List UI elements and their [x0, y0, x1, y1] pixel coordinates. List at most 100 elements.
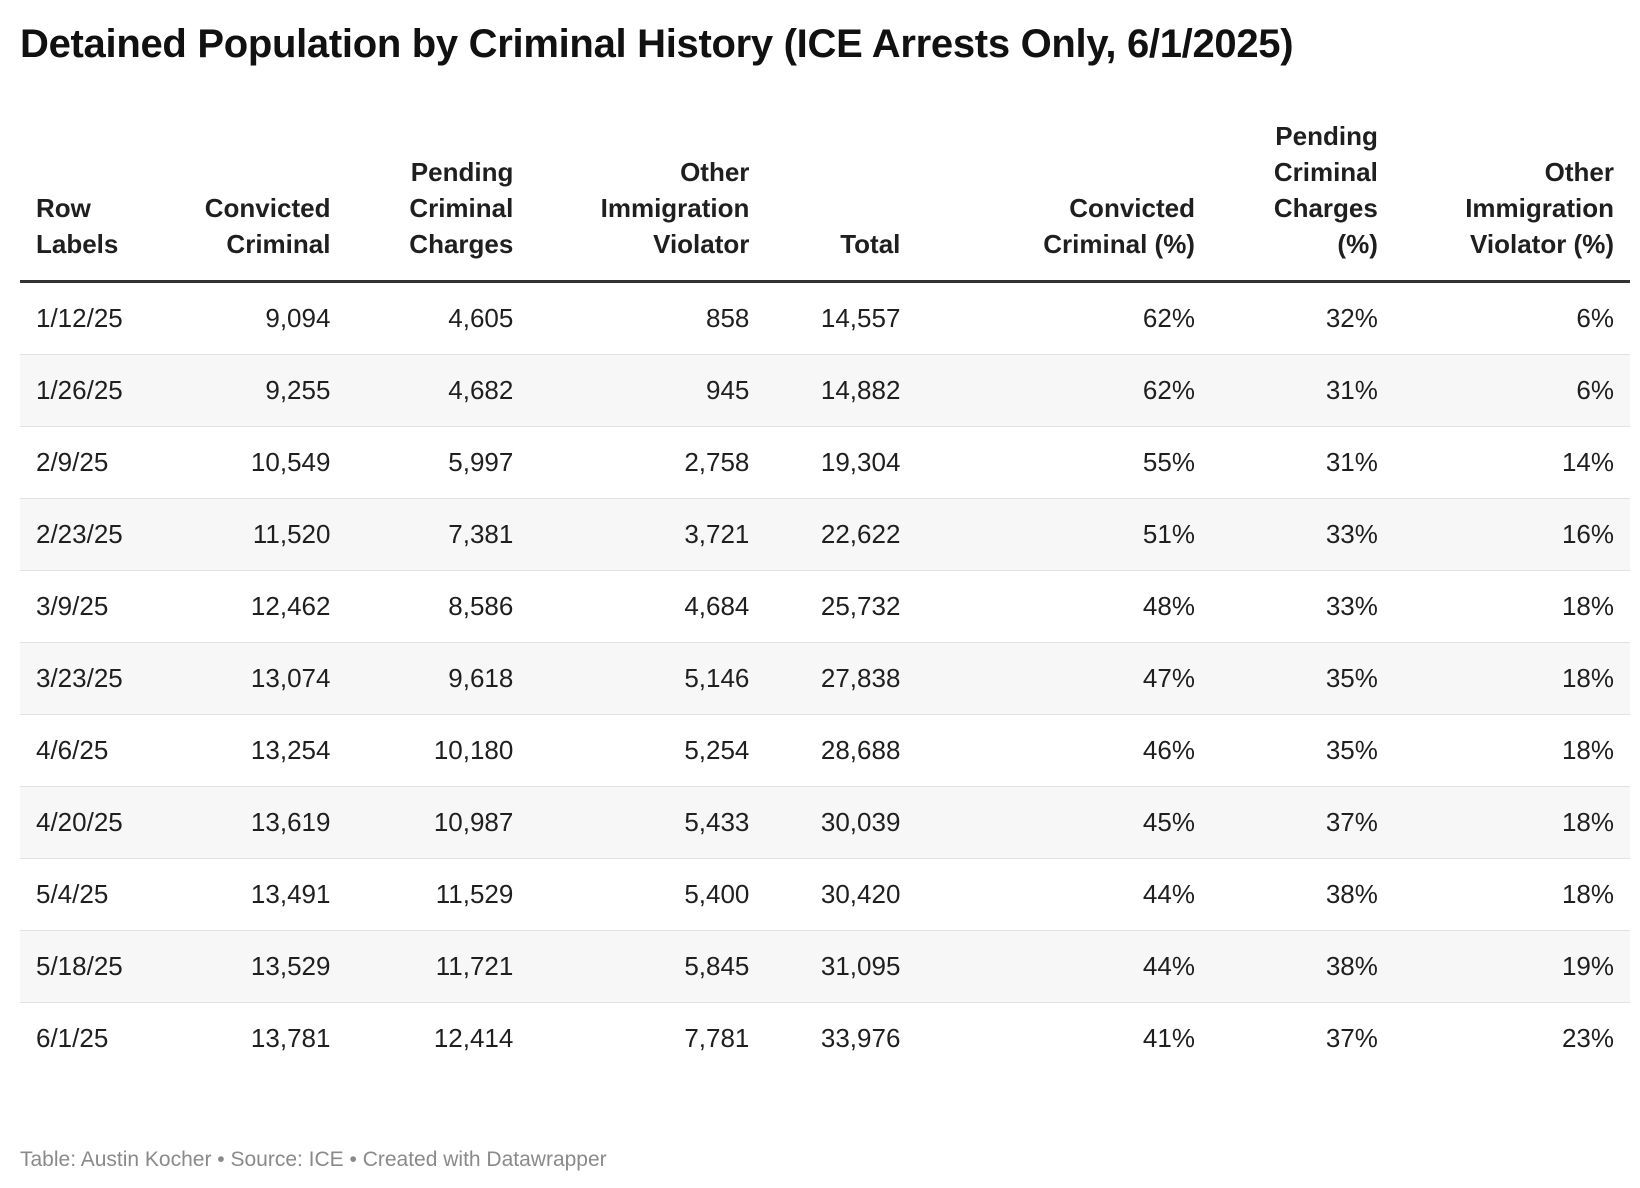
table-row: 2/23/25 11,520 7,381 3,721 22,622 51% 33% 16%: [20, 498, 1630, 571]
cell-convicted: 9,255: [168, 354, 347, 427]
cell-label: 1/12/25: [20, 281, 169, 355]
cell-pending-pct: 31%: [1210, 354, 1394, 427]
cell-convicted-pct: 41%: [1142, 1023, 1195, 1053]
cell-pending: 5,997: [346, 426, 530, 499]
column-header-line: Charges: [409, 229, 514, 259]
column-header-line: Labels: [36, 229, 119, 259]
column-header-line: Criminal: [226, 229, 331, 259]
cell-total: 28,688: [765, 714, 917, 787]
chart-title: Detained Population by Criminal History …: [20, 22, 1294, 66]
cell-other-pct: 6%: [1393, 354, 1630, 427]
cell-total: 30,039: [765, 786, 917, 859]
cell-pending-pct: 31%: [1210, 426, 1394, 499]
column-header-line: (%): [1337, 229, 1378, 259]
cell-pending-pct: 33%: [1210, 570, 1394, 643]
cell-label: 1/26/25: [20, 354, 169, 427]
column-header-convicted-pct: Convicted Criminal (%): [916, 118, 1211, 283]
cell-pending: 11,721: [346, 930, 530, 1003]
cell-other-pct: 23%: [1561, 1023, 1614, 1053]
cell-convicted-pct: 55%: [916, 426, 1211, 499]
cell-pending: 12,414: [433, 1023, 514, 1053]
cell-total: 30,420: [765, 858, 917, 931]
cell-other: 2,758: [529, 426, 766, 499]
column-header-convicted: Convicted Criminal: [168, 118, 347, 283]
cell-other-pct: 16%: [1393, 498, 1630, 571]
cell-pending: 11,529: [346, 858, 530, 931]
column-header-line: Pending: [410, 157, 514, 187]
cell-convicted-pct: 44%: [916, 858, 1211, 931]
cell-other-pct: 18%: [1393, 858, 1630, 931]
cell-pending-pct: 35%: [1210, 642, 1394, 715]
cell-pending-pct: 32%: [1210, 281, 1394, 355]
cell-pending: 10,987: [346, 786, 530, 859]
table-row: 1/26/25 9,255 4,682 945 14,882 62% 31% 6%: [20, 354, 1630, 427]
cell-total: 14,557: [765, 281, 917, 355]
cell-label: 5/18/25: [20, 930, 169, 1003]
table-row: 5/18/25 13,529 11,721 5,845 31,095 44% 38% 19%: [20, 930, 1630, 1003]
cell-total: 22,622: [765, 498, 917, 571]
cell-other-pct: 18%: [1393, 714, 1630, 787]
table-row: 4/6/25 13,254 10,180 5,254 28,688 46% 35% 18%: [20, 714, 1630, 787]
cell-pending: 7,381: [346, 498, 530, 571]
cell-convicted: 13,491: [168, 858, 347, 931]
column-header-line: Other: [1544, 157, 1614, 187]
cell-other: 5,433: [529, 786, 766, 859]
cell-pending-pct: 38%: [1210, 858, 1394, 931]
cell-total: 25,732: [765, 570, 917, 643]
cell-label: 2/9/25: [20, 426, 169, 499]
cell-label: 5/4/25: [20, 858, 169, 931]
column-header-line: Immigration: [600, 193, 750, 223]
cell-label: 6/1/25: [36, 1023, 109, 1053]
cell-convicted-pct: 45%: [916, 786, 1211, 859]
cell-convicted-pct: 44%: [916, 930, 1211, 1003]
table-row: 3/9/25 12,462 8,586 4,684 25,732 48% 33% 18%: [20, 570, 1630, 643]
column-header-other: Other Immigration Violator: [529, 118, 766, 283]
cell-total: 14,882: [765, 354, 917, 427]
cell-label: 4/6/25: [20, 714, 169, 787]
cell-pending-pct: 38%: [1210, 930, 1394, 1003]
cell-other: 858: [529, 281, 766, 355]
column-header-line: Charges: [1273, 193, 1378, 223]
table-row: 6/1/25 13,781 12,414 7,781 33,976 41% 37% 23%: [20, 1003, 1630, 1075]
footer-credit: Table: Austin Kocher • Source: ICE • Cre…: [20, 1148, 607, 1171]
cell-convicted: 12,462: [168, 570, 347, 643]
cell-other: 5,400: [529, 858, 766, 931]
cell-convicted: 13,619: [168, 786, 347, 859]
data-table: Row Labels Convicted Criminal Pending Crimina…: [20, 118, 1630, 1074]
cell-label: 4/20/25: [20, 786, 169, 859]
column-header-other-pct: Other Immigration Violator (%): [1393, 118, 1630, 283]
cell-other-pct: 19%: [1393, 930, 1630, 1003]
cell-pending: 4,605: [346, 281, 530, 355]
table-row: 2/9/25 10,549 5,997 2,758 19,304 55% 31% 14%: [20, 426, 1630, 499]
column-header-total: Total: [765, 118, 917, 283]
cell-other: 945: [529, 354, 766, 427]
column-header-label: Row Labels: [20, 118, 169, 283]
cell-total: 33,976: [820, 1023, 901, 1053]
cell-other: 5,254: [529, 714, 766, 787]
column-header-line: Row: [36, 193, 91, 223]
cell-pending: 8,586: [346, 570, 530, 643]
cell-other: 4,684: [529, 570, 766, 643]
cell-label: 3/23/25: [20, 642, 169, 715]
cell-convicted: 10,549: [168, 426, 347, 499]
column-header-line: Total: [840, 229, 901, 259]
cell-other-pct: 18%: [1393, 642, 1630, 715]
cell-pending: 10,180: [346, 714, 530, 787]
cell-other: 5,845: [529, 930, 766, 1003]
table-row: 3/23/25 13,074 9,618 5,146 27,838 47% 35% 18%: [20, 642, 1630, 715]
column-header-line: Pending: [1275, 121, 1378, 151]
cell-pending-pct: 33%: [1210, 498, 1394, 571]
table-row: 1/12/25 9,094 4,605 858 14,557 62% 32% 6%: [20, 281, 1630, 355]
cell-label: 3/9/25: [20, 570, 169, 643]
cell-convicted-pct: 48%: [916, 570, 1211, 643]
cell-convicted: 13,781: [250, 1023, 331, 1053]
cell-convicted: 11,520: [168, 498, 347, 571]
cell-convicted-pct: 62%: [916, 354, 1211, 427]
cell-convicted-pct: 62%: [916, 281, 1211, 355]
column-header-line: Other: [680, 157, 750, 187]
cell-convicted-pct: 47%: [916, 642, 1211, 715]
column-header-line: Criminal (%): [1043, 229, 1195, 259]
cell-other-pct: 14%: [1393, 426, 1630, 499]
column-header-pending: Pending Criminal Charges: [346, 118, 530, 283]
